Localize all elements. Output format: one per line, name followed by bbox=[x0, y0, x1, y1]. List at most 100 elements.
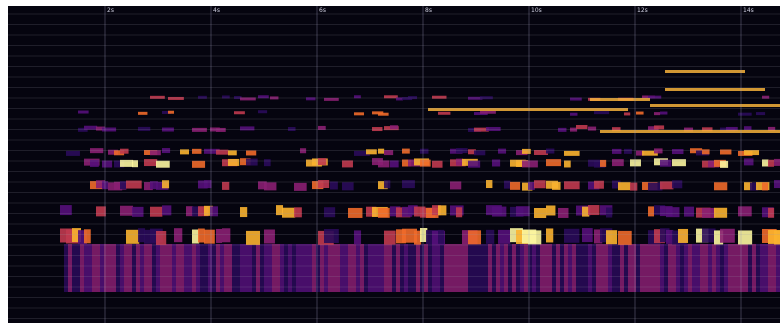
energy-cell bbox=[608, 244, 612, 292]
energy-cell bbox=[448, 244, 452, 292]
energy-cell bbox=[740, 244, 744, 292]
spectrogram-view: 2s4s6s8s10s12s14s bbox=[0, 0, 780, 323]
energy-cell bbox=[724, 244, 728, 292]
energy-cell bbox=[732, 244, 736, 292]
energy-cell bbox=[244, 244, 248, 292]
energy-cell bbox=[480, 244, 484, 292]
energy-cell bbox=[192, 128, 207, 132]
energy-cell bbox=[246, 159, 258, 166]
energy-cell bbox=[696, 244, 700, 292]
energy-cell bbox=[438, 112, 450, 115]
energy-cell bbox=[294, 183, 307, 191]
energy-cell bbox=[630, 159, 641, 166]
energy-cell bbox=[192, 244, 196, 292]
energy-cell bbox=[330, 181, 338, 189]
energy-cell bbox=[762, 159, 769, 166]
energy-streak bbox=[665, 70, 745, 73]
energy-cell bbox=[248, 244, 252, 292]
energy-cell bbox=[680, 244, 684, 292]
energy-cell bbox=[252, 244, 256, 292]
energy-cell bbox=[240, 207, 247, 217]
energy-cell bbox=[654, 148, 663, 153]
energy-cell bbox=[440, 244, 444, 292]
energy-cell bbox=[120, 149, 129, 154]
energy-cell bbox=[534, 208, 546, 218]
energy-cell bbox=[636, 244, 640, 292]
time-label: 12s bbox=[637, 7, 648, 14]
energy-cell bbox=[702, 149, 710, 154]
time-label: 2s bbox=[107, 7, 114, 14]
energy-cell bbox=[318, 180, 329, 188]
energy-cell bbox=[712, 244, 716, 292]
energy-cell bbox=[522, 149, 531, 154]
energy-cell bbox=[628, 244, 632, 292]
energy-cell bbox=[702, 229, 716, 243]
energy-cell bbox=[444, 244, 448, 292]
energy-cell bbox=[476, 244, 480, 292]
energy-cell bbox=[640, 244, 644, 292]
energy-streak bbox=[650, 104, 780, 107]
energy-cell bbox=[192, 161, 205, 168]
energy-cell bbox=[388, 244, 392, 292]
energy-cell bbox=[492, 159, 500, 166]
energy-cell bbox=[120, 181, 126, 189]
energy-cell bbox=[558, 128, 566, 132]
energy-cell bbox=[360, 244, 364, 292]
energy-cell bbox=[624, 149, 632, 154]
energy-cell bbox=[100, 244, 104, 292]
energy-cell bbox=[600, 244, 604, 292]
energy-cell bbox=[378, 160, 389, 167]
energy-cell bbox=[344, 244, 348, 292]
energy-cell bbox=[546, 159, 561, 166]
energy-cell bbox=[64, 244, 68, 292]
energy-cell bbox=[624, 244, 628, 292]
energy-cell bbox=[588, 127, 596, 131]
energy-cell bbox=[220, 244, 224, 292]
energy-cell bbox=[402, 180, 415, 188]
energy-cell bbox=[136, 244, 140, 292]
energy-cell bbox=[744, 158, 753, 165]
energy-cell bbox=[636, 112, 644, 115]
energy-cell bbox=[516, 244, 520, 292]
energy-cell bbox=[352, 244, 356, 292]
energy-cell bbox=[240, 126, 254, 130]
energy-cell bbox=[560, 244, 564, 292]
energy-cell bbox=[264, 182, 276, 190]
energy-cell bbox=[504, 244, 508, 292]
energy-cell bbox=[412, 244, 416, 292]
energy-cell bbox=[564, 151, 580, 156]
energy-cell bbox=[436, 244, 440, 292]
energy-cell bbox=[664, 244, 668, 292]
energy-cell bbox=[594, 111, 609, 114]
energy-cell bbox=[232, 244, 236, 292]
energy-cell bbox=[714, 208, 727, 218]
energy-cell bbox=[716, 244, 720, 292]
energy-cell bbox=[332, 244, 336, 292]
energy-cell bbox=[292, 244, 296, 292]
energy-cell bbox=[520, 244, 524, 292]
energy-cell bbox=[748, 244, 752, 292]
energy-cell bbox=[498, 149, 506, 154]
energy-cell bbox=[596, 244, 600, 292]
energy-cell bbox=[366, 149, 377, 154]
energy-cell bbox=[156, 244, 160, 292]
energy-cell bbox=[164, 244, 168, 292]
energy-cell bbox=[464, 244, 468, 292]
energy-cell bbox=[128, 244, 132, 292]
energy-cell bbox=[540, 244, 544, 292]
energy-cell bbox=[624, 112, 630, 115]
energy-cell bbox=[660, 181, 673, 189]
energy-cell bbox=[772, 244, 776, 292]
energy-cell bbox=[320, 244, 324, 292]
energy-cell bbox=[704, 244, 708, 292]
energy-cell bbox=[768, 244, 772, 292]
energy-cell bbox=[308, 244, 312, 292]
energy-cell bbox=[684, 207, 694, 217]
energy-cell bbox=[488, 244, 492, 292]
energy-cell bbox=[582, 228, 593, 242]
energy-cell bbox=[672, 244, 676, 292]
energy-cell bbox=[354, 112, 364, 115]
energy-cell bbox=[72, 244, 76, 292]
energy-cell bbox=[260, 244, 264, 292]
energy-cell bbox=[300, 244, 304, 292]
